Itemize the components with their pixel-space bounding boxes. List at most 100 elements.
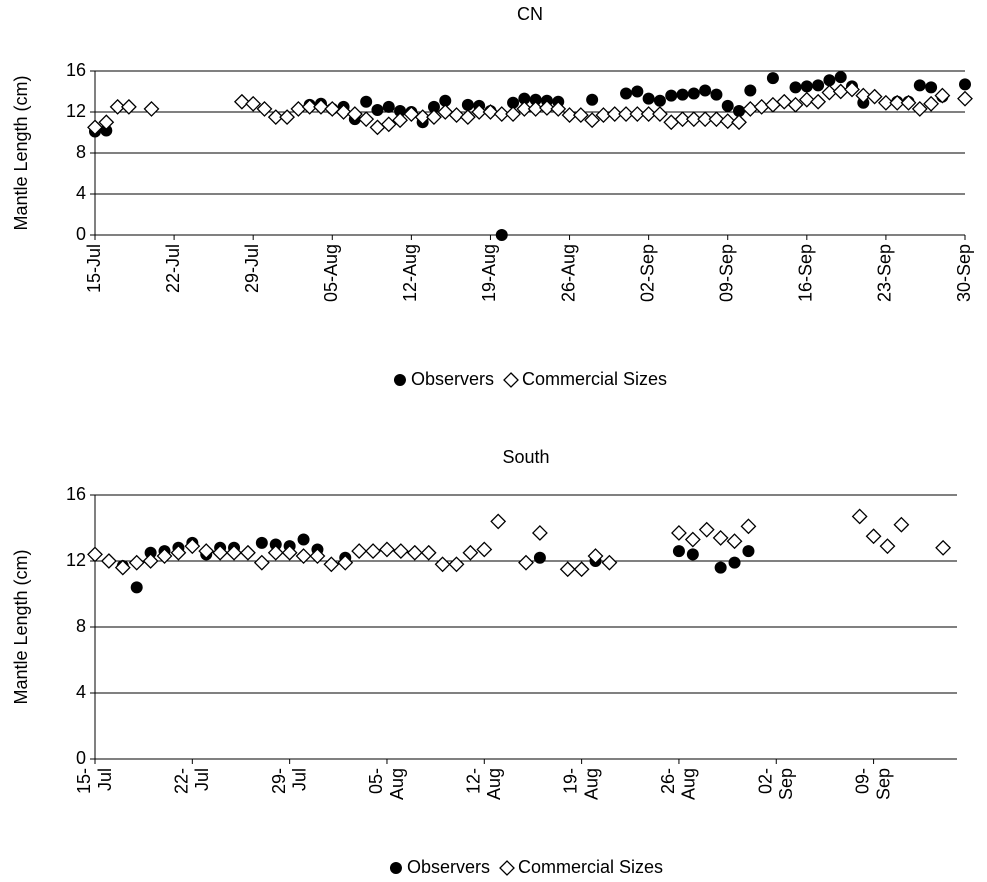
legend-label: Observers xyxy=(411,369,494,389)
x-tick-label: 23-Sep xyxy=(875,244,895,302)
x-tick-label: 16-Sep xyxy=(796,244,816,302)
diamond-marker xyxy=(889,94,906,111)
diamond-marker xyxy=(482,104,499,120)
diamond-marker xyxy=(810,93,827,110)
diamond-marker xyxy=(437,104,454,120)
diamond-marker xyxy=(351,543,368,560)
diamond-marker xyxy=(301,98,318,115)
y-axis-label: Mantle Length (cm) xyxy=(11,75,31,230)
diamond-marker xyxy=(493,106,510,122)
x-tick-label: 05-Aug xyxy=(321,244,341,302)
x-tick-label-line: Sep xyxy=(873,768,893,800)
x-tick-label-line: 15- xyxy=(74,768,94,794)
diamond-marker xyxy=(459,109,476,126)
legend-label: Commercial Sizes xyxy=(522,369,667,389)
diamond-marker xyxy=(698,521,715,538)
diamond-marker xyxy=(527,101,544,117)
diamond-marker xyxy=(516,101,533,117)
circle-marker xyxy=(789,81,802,94)
diamond-marker xyxy=(855,87,872,104)
circle-marker xyxy=(360,95,373,108)
circle-marker xyxy=(507,96,520,109)
diamond-marker xyxy=(109,98,126,115)
chart-title: South xyxy=(502,447,549,467)
diamond-marker xyxy=(290,101,307,117)
x-tick-label: 12-Aug xyxy=(400,244,420,302)
circle-marker xyxy=(427,100,440,113)
circle-marker xyxy=(533,551,546,564)
diamond-marker xyxy=(671,525,687,541)
diamond-marker xyxy=(663,114,680,131)
x-tick-label: 29-Jul xyxy=(268,768,309,794)
y-tick-label: 4 xyxy=(76,183,86,203)
diamond-marker xyxy=(245,95,262,112)
x-tick-label: 26-Aug xyxy=(558,244,578,302)
diamond-marker xyxy=(100,553,117,569)
diamond-marker xyxy=(629,106,646,122)
circle-marker xyxy=(913,79,926,92)
diamond-marker xyxy=(776,93,793,110)
x-tick-label: 09-Sep xyxy=(852,768,893,800)
diamond-marker xyxy=(323,556,340,573)
circle-marker xyxy=(925,81,938,94)
circle-marker xyxy=(686,548,699,561)
diamond-marker xyxy=(865,528,882,545)
x-tick-label-line: Jul xyxy=(192,768,212,791)
x-tick-label-line: 02- xyxy=(755,768,775,794)
diamond-marker xyxy=(674,111,691,128)
circle-marker xyxy=(665,89,678,102)
x-tick-label-line: 05- xyxy=(366,768,386,794)
diamond-marker xyxy=(708,111,725,128)
diamond-marker xyxy=(742,101,759,117)
diamond-marker xyxy=(740,518,757,535)
circle-marker xyxy=(766,72,779,85)
circle-marker xyxy=(620,87,633,100)
circle-marker xyxy=(393,374,406,386)
diamond-marker xyxy=(380,116,397,133)
diamond-marker xyxy=(851,508,868,525)
diamond-marker xyxy=(420,544,437,561)
diamond-marker xyxy=(233,93,250,110)
diamond-marker xyxy=(212,544,229,561)
circle-marker xyxy=(672,545,685,558)
legend: Observers Commercial Sizes xyxy=(389,857,663,877)
diamond-marker xyxy=(572,107,589,123)
diamond-marker xyxy=(550,101,567,117)
diamond-marker xyxy=(198,543,215,560)
diamond-marker xyxy=(573,561,590,578)
diamond-marker xyxy=(313,98,329,115)
diamond-marker xyxy=(787,96,804,113)
diamond-marker xyxy=(821,84,838,101)
diamond-marker xyxy=(584,112,601,129)
legend: Observers Commercial Sizes xyxy=(393,369,667,389)
diamond-marker xyxy=(499,860,515,876)
diamond-marker xyxy=(406,544,423,561)
x-tick-label-line: Jul xyxy=(95,768,115,791)
diamond-marker xyxy=(559,561,576,578)
diamond-marker xyxy=(877,94,894,111)
x-tick-label: 19-Aug xyxy=(560,768,601,800)
diamond-marker xyxy=(684,531,701,548)
y-tick-label: 16 xyxy=(66,484,86,504)
circle-marker xyxy=(642,92,655,105)
x-tick-label-line: 29- xyxy=(268,768,288,794)
diamond-marker xyxy=(844,81,860,98)
diamond-marker xyxy=(935,539,952,556)
diamond-marker xyxy=(295,548,312,564)
circle-marker xyxy=(800,80,813,93)
circle-marker xyxy=(495,229,508,241)
diamond-marker xyxy=(719,113,736,130)
circle-marker xyxy=(439,94,452,107)
circle-marker xyxy=(714,561,727,574)
diamond-marker xyxy=(731,114,747,131)
diamond-marker xyxy=(531,525,548,541)
diamond-marker xyxy=(606,106,623,122)
circle-marker xyxy=(721,99,734,112)
x-tick-label: 12-Aug xyxy=(463,768,504,800)
circle-marker xyxy=(823,74,836,87)
diamond-marker xyxy=(561,107,578,123)
x-tick-label-line: 26- xyxy=(658,768,678,794)
diamond-marker xyxy=(712,529,729,546)
diamond-marker xyxy=(87,119,103,136)
diamond-marker xyxy=(923,95,940,112)
